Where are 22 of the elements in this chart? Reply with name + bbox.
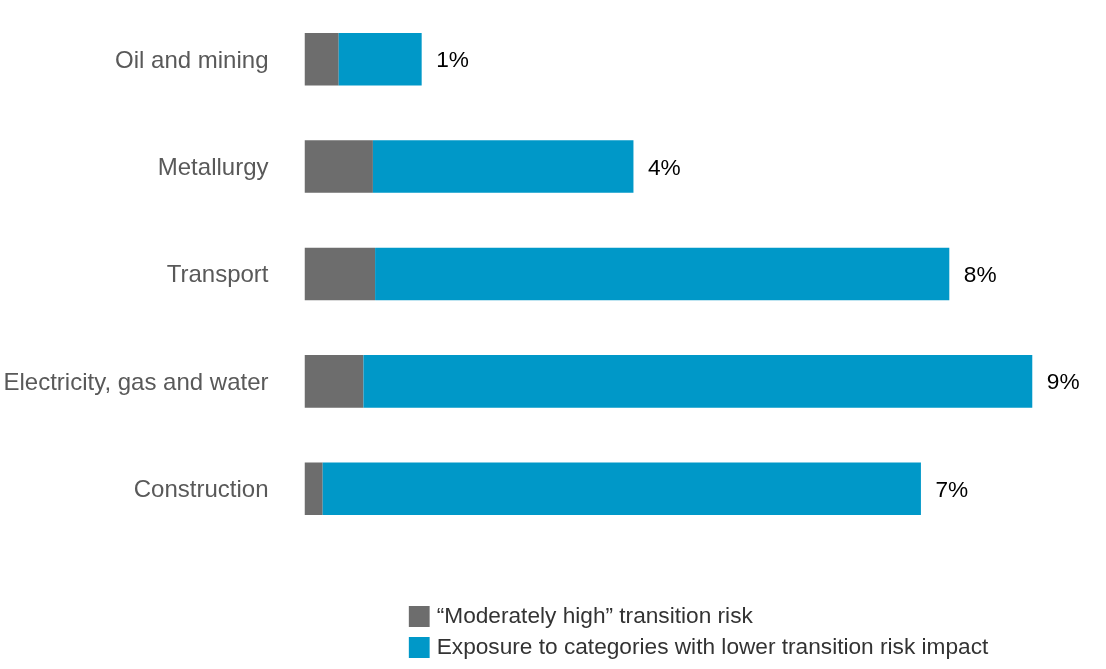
y-tick-label: Construction (133, 475, 269, 503)
bar (375, 247, 950, 301)
bar (304, 355, 364, 408)
bar (304, 247, 376, 301)
y-tick-label: Metallurgy (157, 153, 269, 181)
legend-label: Exposure to categories with lower transition risk impact (436, 633, 989, 660)
annotation: 1% (436, 46, 469, 73)
y-tick-label: Electricity, gas and water (3, 367, 269, 395)
annotation: 7% (935, 475, 969, 502)
y-tick-label: Oil and mining (115, 45, 269, 73)
bar (304, 462, 323, 515)
annotation: 8% (963, 260, 997, 287)
legend-label: “Moderately high” transition risk (436, 602, 753, 629)
bar (304, 140, 373, 193)
bar (304, 32, 339, 86)
annotation: 4% (648, 153, 681, 180)
bar (372, 140, 634, 193)
y-tick-label: Transport (166, 260, 269, 288)
bar (338, 32, 422, 86)
annotation: 9% (1046, 368, 1080, 395)
bar (322, 462, 921, 515)
bar (363, 355, 1033, 408)
